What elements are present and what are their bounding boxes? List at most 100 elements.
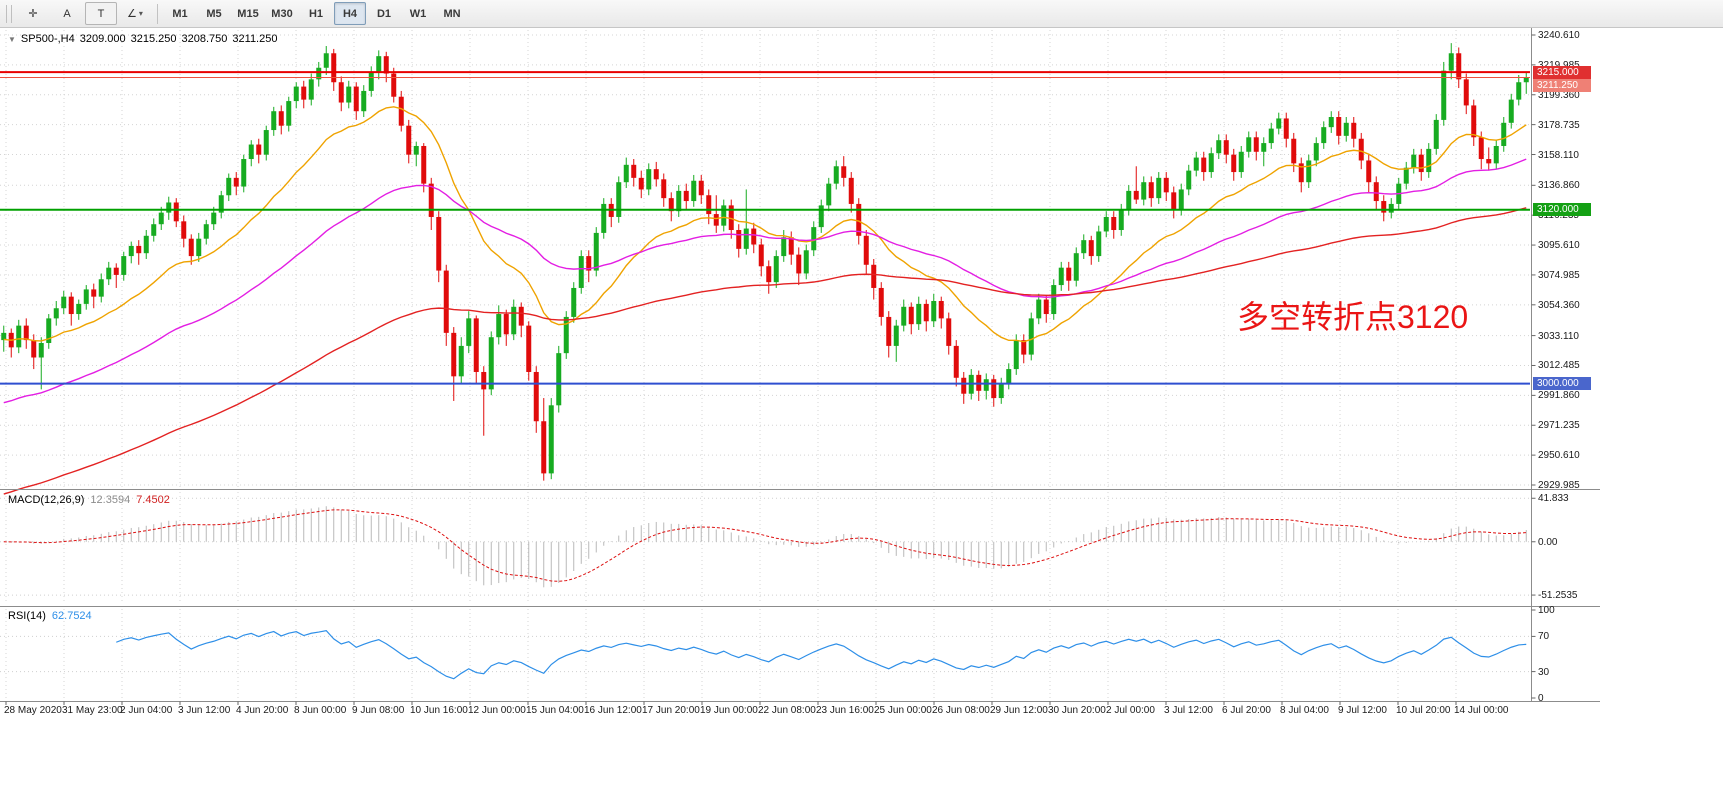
rsi-axis-label: 70	[1538, 631, 1550, 643]
chart-symbol-period: SP500-,H4	[20, 33, 75, 45]
timeframe-m30-button[interactable]: M30	[271, 7, 293, 20]
macd-signal-line	[3, 509, 1527, 582]
pivot-price-badge: 3120.000	[1533, 203, 1591, 217]
price-axis-label: 3199.360	[1538, 89, 1580, 101]
ma-medium-line	[3, 158, 1527, 404]
price-axis-label: 3095.610	[1538, 240, 1580, 252]
time-axis-label: 22 Jun 08:00	[758, 705, 816, 716]
rsi-axis-label: 0	[1538, 693, 1544, 704]
price-axis-label: 3158.110	[1538, 149, 1579, 161]
time-axis-label: 3 Jul 12:00	[1164, 705, 1213, 716]
macd-name: MACD(12,26,9)	[8, 494, 85, 506]
rsi-axis-label: 30	[1538, 666, 1550, 678]
timeframe-m15-button[interactable]: M15	[237, 7, 259, 20]
ohlc-close: 3211.250	[232, 33, 278, 45]
timeframe-h4-button[interactable]: H4	[334, 2, 366, 25]
time-axis-label: 4 Jun 20:00	[236, 705, 289, 716]
macd-signal-value: 7.4502	[136, 494, 170, 506]
ohlc-high: 3215.250	[130, 33, 177, 45]
time-axis-label: 29 Jun 12:00	[990, 705, 1048, 716]
text-box-icon[interactable]: T	[85, 2, 117, 25]
time-axis-label: 28 May 2020	[4, 705, 62, 716]
dropdown-triangle-icon[interactable]: ▼	[8, 35, 16, 44]
ohlc-open: 3209.000	[79, 33, 126, 45]
macd-grid	[0, 497, 1530, 596]
time-axis-label: 3 Jun 12:00	[178, 705, 231, 716]
time-axis-label: 25 Jun 00:00	[874, 705, 932, 716]
time-axis-label: 8 Jun 00:00	[294, 705, 347, 716]
price-axis-label: 2991.860	[1538, 390, 1580, 402]
axis-ticks	[5, 34, 1536, 705]
bid-price-badge: 3211.250	[1533, 78, 1591, 92]
rsi-name: RSI(14)	[8, 610, 46, 622]
candles-layer	[1, 43, 1529, 481]
time-axis-label: 12 Jun 00:00	[468, 705, 526, 716]
time-axis-label: 26 Jun 08:00	[932, 705, 990, 716]
ohlc-low: 3208.750	[181, 33, 228, 45]
macd-axis-label: 41.833	[1538, 493, 1569, 505]
trendline-tools-icon[interactable]: ∠ ▾	[127, 8, 143, 20]
rsi-indicator-label: RSI(14) 62.7524	[8, 610, 92, 622]
price-axis-label: 3054.360	[1538, 299, 1580, 311]
price-axis-label: 3219.985	[1538, 60, 1580, 71]
macd-histogram	[10, 506, 1527, 588]
price-axis-label: 3178.735	[1538, 119, 1580, 131]
price-axis-label: 3033.110	[1538, 330, 1579, 342]
time-axis-label: 9 Jul 12:00	[1338, 705, 1387, 716]
time-axis-label: 19 Jun 00:00	[700, 705, 758, 716]
toolbar-drag-handle[interactable]	[6, 4, 12, 23]
time-axis-label: 2 Jun 04:00	[120, 705, 173, 716]
time-axis-label: 17 Jun 20:00	[642, 705, 700, 716]
price-axis-label: 3074.985	[1538, 269, 1580, 281]
rsi-value: 62.7524	[51, 610, 92, 622]
dropdown-caret-icon: ▾	[138, 9, 143, 18]
timeframe-d1-button[interactable]: D1	[376, 7, 392, 20]
resistance-price-badge: 3215.000	[1533, 65, 1591, 79]
rsi-axis-label: 100	[1538, 605, 1555, 616]
time-axis-label: 9 Jun 08:00	[352, 705, 405, 716]
time-axis-label: 23 Jun 16:00	[816, 705, 874, 716]
macd-axis-label: -51.2535	[1538, 590, 1578, 602]
timeframe-h1-button[interactable]: H1	[308, 7, 324, 20]
price-axis-label: 3012.485	[1538, 360, 1580, 372]
macd-axis-label: 0.00	[1538, 536, 1558, 548]
time-axis-label: 31 May 23:00	[62, 705, 123, 716]
timeframe-m1-button[interactable]: M1	[172, 7, 188, 20]
price-axis-label: 2971.235	[1538, 420, 1580, 432]
chart-annotation-text: 多空转折点3120	[1237, 299, 1469, 335]
timeframe-m5-button[interactable]: M5	[206, 7, 222, 20]
price-axis-label: 3240.610	[1538, 30, 1580, 41]
ma-fast-line	[3, 106, 1527, 343]
time-axis-label: 8 Jul 04:00	[1280, 705, 1329, 716]
main-toolbar: ✛ A T ∠ ▾ M1 M5 M15 M30 H1 H4 D1 W1 MN	[0, 0, 1723, 28]
crosshair-icon[interactable]: ✛	[28, 8, 38, 20]
timeframe-w1-button[interactable]: W1	[409, 7, 427, 20]
time-axis-label: 15 Jun 04:00	[526, 705, 584, 716]
price-axis-label: 2929.985	[1538, 480, 1580, 491]
macd-indicator-label: MACD(12,26,9) 12.3594 7.4502	[8, 494, 170, 506]
grid-layer	[0, 30, 1530, 699]
time-axis-label: 10 Jul 20:00	[1396, 705, 1451, 716]
chart-title: ▼ SP500-,H4 3209.000 3215.250 3208.750 3211.2…	[8, 33, 282, 45]
support-price-badge: 3000.000	[1533, 377, 1591, 391]
text-label-icon[interactable]: A	[63, 7, 71, 20]
time-axis-label: 30 Jun 20:00	[1048, 705, 1106, 716]
time-axis-label: 10 Jun 16:00	[410, 705, 468, 716]
time-axis-label: 16 Jun 12:00	[584, 705, 642, 716]
time-axis-label: 14 Jul 00:00	[1454, 705, 1509, 716]
price-axis-label: 3136.860	[1538, 180, 1580, 192]
price-axis-label: 2950.610	[1538, 450, 1580, 462]
macd-main-value: 12.3594	[90, 494, 131, 506]
toolbar-separator	[157, 3, 158, 24]
ma-slow-line	[3, 207, 1527, 495]
timeframes-group: M1 M5 M15 M30 H1 H4 D1 W1 MN	[164, 2, 468, 25]
drawing-tools-group: ✛ A T ∠ ▾	[17, 2, 151, 25]
timeframe-mn-button[interactable]: MN	[443, 7, 461, 20]
time-axis-label: 2 Jul 00:00	[1106, 705, 1155, 716]
rsi-grid	[0, 635, 1530, 673]
panel-separators	[0, 28, 1600, 702]
rsi-line	[116, 629, 1527, 680]
time-axis-label: 6 Jul 20:00	[1222, 705, 1271, 716]
